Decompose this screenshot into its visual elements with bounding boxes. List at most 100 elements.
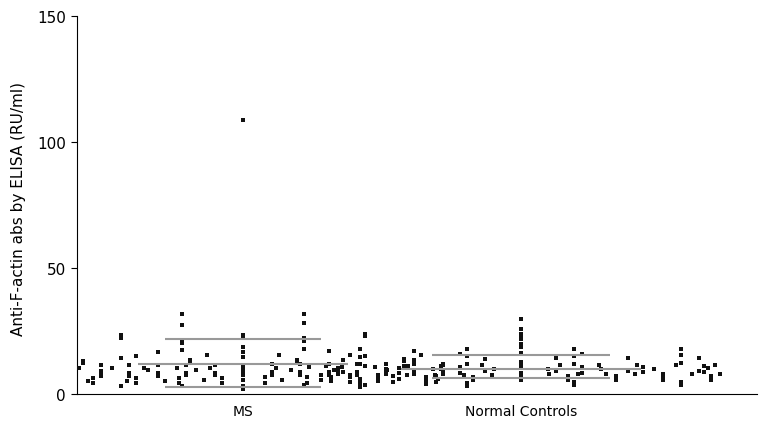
Point	[298, 338, 310, 345]
Point	[462, 380, 474, 387]
Point	[190, 367, 202, 374]
Point	[515, 373, 527, 380]
Point	[237, 377, 250, 384]
Point	[568, 361, 581, 368]
Point	[354, 361, 366, 368]
Point	[398, 362, 410, 369]
Point	[429, 373, 442, 380]
Point	[429, 378, 442, 385]
Y-axis label: Anti-F-actin abs by ELISA (RU/ml): Anti-F-actin abs by ELISA (RU/ml)	[11, 82, 26, 335]
Point	[462, 361, 474, 368]
Point	[379, 369, 392, 375]
Point	[176, 347, 188, 353]
Point	[77, 358, 89, 365]
Point	[270, 364, 282, 371]
Point	[686, 371, 698, 378]
Point	[631, 362, 644, 369]
Point	[266, 372, 278, 378]
Point	[173, 375, 185, 382]
Point	[359, 353, 372, 360]
Point	[114, 332, 127, 339]
Point	[351, 369, 363, 376]
Point	[45, 381, 57, 387]
Point	[54, 383, 66, 390]
Point	[323, 361, 335, 368]
Point	[675, 352, 687, 359]
Point	[657, 377, 670, 384]
Point	[38, 373, 50, 380]
Point	[72, 365, 84, 372]
Point	[408, 347, 420, 354]
Point	[298, 320, 310, 327]
Point	[610, 377, 622, 384]
Point	[159, 378, 171, 384]
Point	[621, 355, 634, 362]
Point	[415, 352, 428, 359]
Point	[372, 375, 385, 382]
Point	[568, 346, 581, 353]
Point	[702, 365, 714, 372]
Point	[515, 375, 527, 382]
Point	[121, 378, 133, 385]
Point	[237, 385, 250, 392]
Point	[66, 362, 78, 369]
Point	[237, 361, 250, 368]
Point	[301, 374, 313, 381]
Point	[315, 377, 327, 384]
Point	[184, 357, 196, 364]
Point	[142, 367, 154, 374]
Point	[476, 362, 488, 369]
Point	[595, 366, 607, 372]
Point	[208, 370, 220, 377]
Point	[515, 369, 527, 376]
Point	[359, 362, 372, 369]
Point	[568, 382, 581, 389]
Point	[130, 352, 142, 359]
Point	[266, 361, 278, 368]
Point	[454, 351, 466, 358]
Point	[123, 372, 135, 379]
Point	[714, 371, 727, 378]
Point	[94, 370, 107, 377]
Point	[610, 372, 622, 379]
Point	[705, 374, 717, 381]
Point	[408, 360, 420, 367]
Point	[576, 369, 588, 376]
Point	[336, 368, 349, 375]
Point	[343, 372, 356, 379]
Point	[298, 346, 310, 353]
Point	[359, 381, 372, 388]
Point	[515, 331, 527, 338]
Point	[354, 383, 366, 390]
Point	[386, 373, 399, 380]
Point	[325, 378, 337, 384]
Point	[151, 349, 164, 356]
Point	[515, 359, 527, 366]
Point	[40, 365, 52, 372]
Point	[541, 366, 554, 372]
Point	[176, 339, 188, 346]
Point	[571, 371, 584, 378]
Point	[180, 370, 192, 377]
Point	[336, 363, 348, 370]
Point	[94, 362, 107, 369]
Point	[114, 355, 127, 362]
Point	[479, 356, 492, 362]
Point	[354, 346, 366, 353]
Point	[648, 366, 660, 372]
Point	[705, 372, 717, 379]
Point	[401, 372, 413, 379]
Point	[436, 368, 449, 375]
Point	[379, 360, 392, 367]
Point	[294, 369, 306, 376]
Point	[458, 372, 470, 378]
Point	[354, 353, 366, 360]
Point	[432, 376, 444, 383]
Point	[303, 363, 315, 370]
Point	[176, 382, 188, 389]
Point	[204, 365, 217, 372]
Point	[66, 350, 78, 356]
Point	[435, 363, 447, 370]
Point	[323, 348, 335, 355]
Point	[273, 352, 285, 359]
